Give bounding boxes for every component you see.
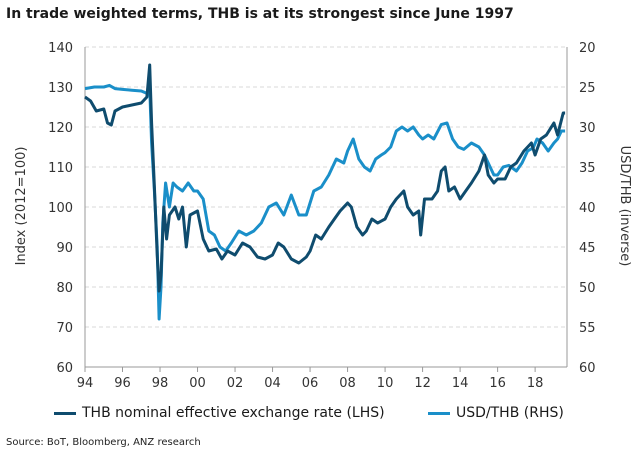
y-right-tick-label: 45	[579, 241, 596, 256]
legend-item-usdthb: USD/THB (RHS)	[428, 405, 564, 421]
gridlines	[85, 46, 567, 328]
x-tick-label: 06	[302, 376, 319, 391]
legend-label-neer: THB nominal effective exchange rate (LHS…	[82, 405, 385, 421]
tick-labels: 60 70 80 90 100 110 120 130 140 20 25 30 35 40 45 50 55 6…	[48, 41, 595, 391]
y-right-tick-label: 35	[579, 161, 596, 176]
y-right-tick-label: 30	[579, 121, 596, 136]
x-tick-label: 08	[339, 376, 356, 391]
y-right-tick-label: 60	[579, 361, 596, 376]
y-right-tick-label: 25	[579, 81, 596, 96]
x-tick-label: 10	[377, 376, 394, 391]
series-group	[84, 63, 566, 321]
x-tick-label: 94	[77, 376, 94, 391]
legend-swatch-neer	[54, 411, 76, 415]
y-left-tick-label: 100	[48, 201, 73, 216]
x-tick-label: 12	[414, 376, 431, 391]
y-left-tick-label: 60	[56, 361, 73, 376]
x-tick-label: 18	[527, 376, 544, 391]
series-line-neer	[84, 63, 566, 293]
y-left-tick-label: 140	[48, 41, 73, 56]
legend: THB nominal effective exchange rate (LHS…	[0, 405, 643, 427]
y-left-tick-label: 80	[56, 281, 73, 296]
y-left-tick-label: 70	[56, 321, 73, 336]
legend-item-neer: THB nominal effective exchange rate (LHS…	[54, 405, 385, 421]
legend-swatch-usdthb	[428, 411, 450, 415]
y-right-tick-label: 40	[579, 201, 596, 216]
y-left-tick-label: 110	[48, 161, 73, 176]
x-tick-label: 00	[189, 376, 206, 391]
chart-title: In trade weighted terms, THB is at its s…	[6, 6, 514, 22]
axes	[84, 47, 568, 372]
x-tick-label: 14	[452, 376, 469, 391]
legend-label-usdthb: USD/THB (RHS)	[456, 405, 564, 421]
series-line-usdthb	[84, 83, 566, 321]
left-axis-title: Index (2012=100)	[14, 147, 29, 266]
y-right-tick-label: 50	[579, 281, 596, 296]
y-left-tick-label: 120	[48, 121, 73, 136]
y-left-tick-label: 130	[48, 81, 73, 96]
y-right-tick-label: 20	[579, 41, 596, 56]
right-axis-title: USD/THB (inverse)	[617, 146, 632, 267]
y-right-tick-label: 55	[579, 321, 596, 336]
x-tick-label: 02	[227, 376, 244, 391]
source-note: Source: BoT, Bloomberg, ANZ research	[6, 437, 201, 448]
y-left-tick-label: 90	[56, 241, 73, 256]
x-tick-label: 96	[114, 376, 131, 391]
x-tick-label: 98	[152, 376, 169, 391]
x-tick-label: 04	[264, 376, 281, 391]
x-tick-label: 16	[489, 376, 506, 391]
